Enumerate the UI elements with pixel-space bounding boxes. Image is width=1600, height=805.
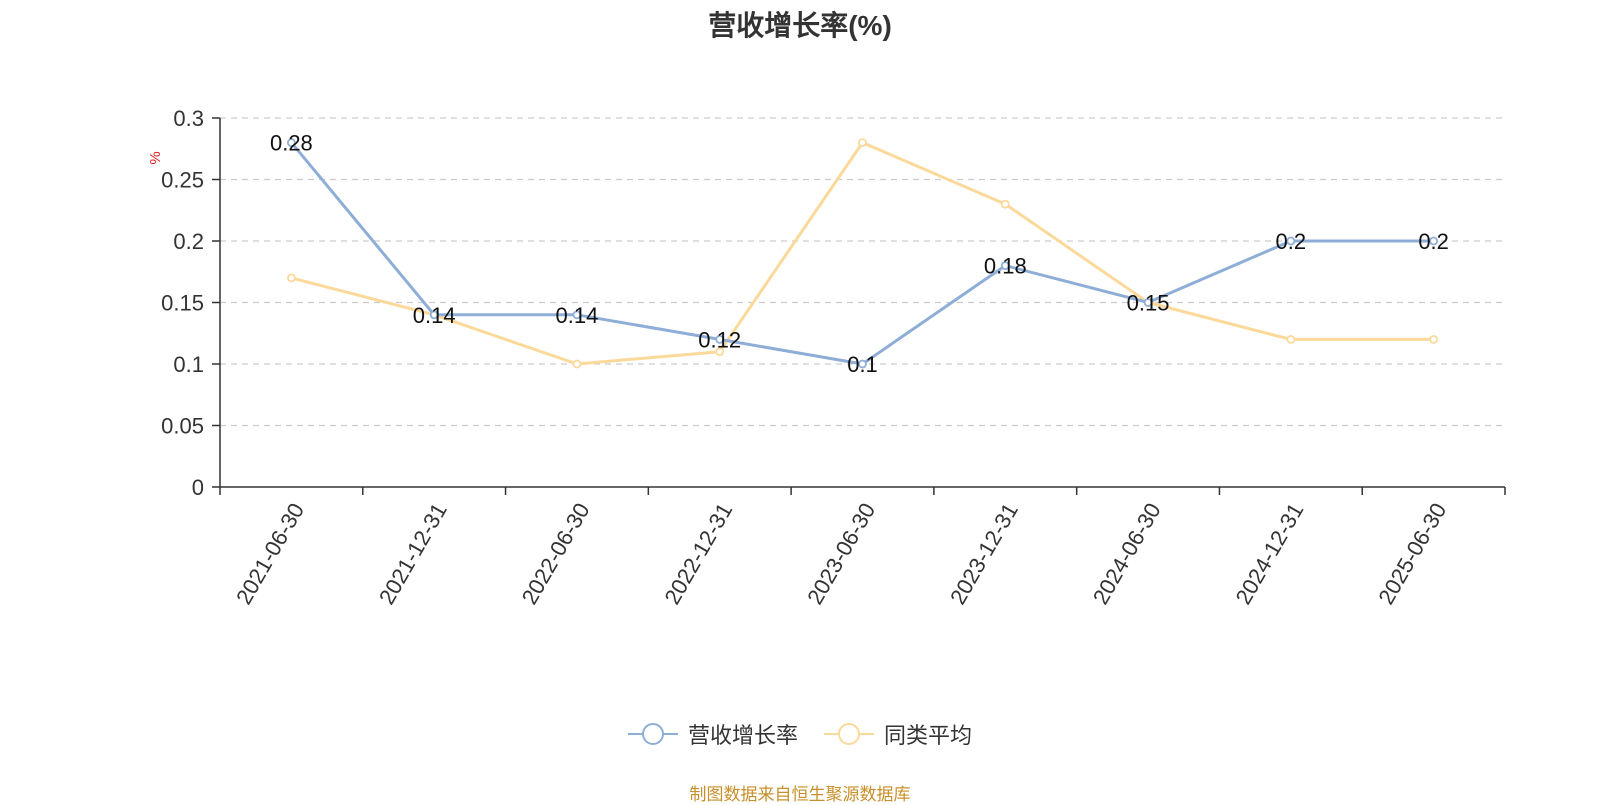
data-point <box>1000 199 1010 209</box>
x-tick-label: 2024-06-30 <box>1088 499 1166 609</box>
data-label: 0.2 <box>1418 229 1449 254</box>
x-tick-label: 2025-06-30 <box>1373 499 1451 609</box>
data-point <box>1000 261 1010 271</box>
legend-label-peer-average: 同类平均 <box>884 723 973 748</box>
legend-item-revenue-growth[interactable]: 营收增长率 <box>627 718 798 750</box>
legend-item-peer-average[interactable]: 同类平均 <box>824 718 972 750</box>
legend: 营收增长率 同类平均 <box>0 718 1600 750</box>
y-axis-label: % <box>147 151 164 164</box>
data-point <box>429 310 439 320</box>
legend-swatch-revenue-growth <box>627 723 678 745</box>
data-label: 0.1 <box>847 352 878 377</box>
data-label: 0.18 <box>984 254 1027 279</box>
y-tick-label: 0.15 <box>161 291 204 316</box>
x-tick-label: 2022-12-31 <box>659 499 737 609</box>
data-label: 0.2 <box>1276 229 1307 254</box>
y-tick-label: 0.2 <box>173 229 204 254</box>
grid-lines <box>220 117 1505 427</box>
data-point <box>572 310 582 320</box>
legend-swatch-peer-average <box>824 723 874 745</box>
x-tick-label: 2021-06-30 <box>231 499 309 609</box>
legend-label-revenue-growth: 营收增长率 <box>687 723 798 748</box>
x-tick-label: 2021-12-31 <box>374 499 452 609</box>
source-note: 制图数据来自恒生聚源数据库 <box>689 785 911 804</box>
data-label: 0.14 <box>556 303 599 328</box>
data-label: 0.14 <box>413 303 456 328</box>
y-tick-label: 0.25 <box>161 168 204 193</box>
data-point <box>1286 236 1296 246</box>
data-point <box>715 334 725 344</box>
data-point <box>1286 334 1296 344</box>
x-tick-label: 2024-12-31 <box>1231 499 1309 609</box>
y-tick-label: 0 <box>192 475 204 500</box>
y-tick-label: 0.1 <box>173 352 204 377</box>
data-point <box>715 347 725 357</box>
chart-title: 营收增长率(%) <box>708 10 892 41</box>
x-tick-label: 2023-06-30 <box>802 499 880 609</box>
data-label: 0.12 <box>698 327 741 352</box>
x-tick-label: 2022-06-30 <box>517 499 595 609</box>
data-point <box>858 359 867 369</box>
y-tick-label: 0.3 <box>173 106 204 131</box>
data-point <box>1143 298 1153 307</box>
data-label: 0.15 <box>1127 291 1170 316</box>
data-label: 0.28 <box>270 131 313 156</box>
series-lines <box>286 138 1439 369</box>
data-point <box>572 359 582 369</box>
axes: 0 0.05 0.1 0.15 0.2 0.25 0.3 2021-06-30 2021-12-… <box>161 106 1506 609</box>
data-point <box>1429 236 1439 246</box>
data-labels: 0.28 0.14 0.14 0.12 0.1 0.18 0.15 0.2 0.2 <box>270 131 1449 377</box>
data-point <box>858 138 867 148</box>
y-tick-label: 0.05 <box>161 414 204 439</box>
data-point <box>286 273 296 283</box>
data-point <box>286 138 296 148</box>
x-tick-label: 2023-12-31 <box>945 499 1023 609</box>
data-point <box>1429 334 1439 344</box>
